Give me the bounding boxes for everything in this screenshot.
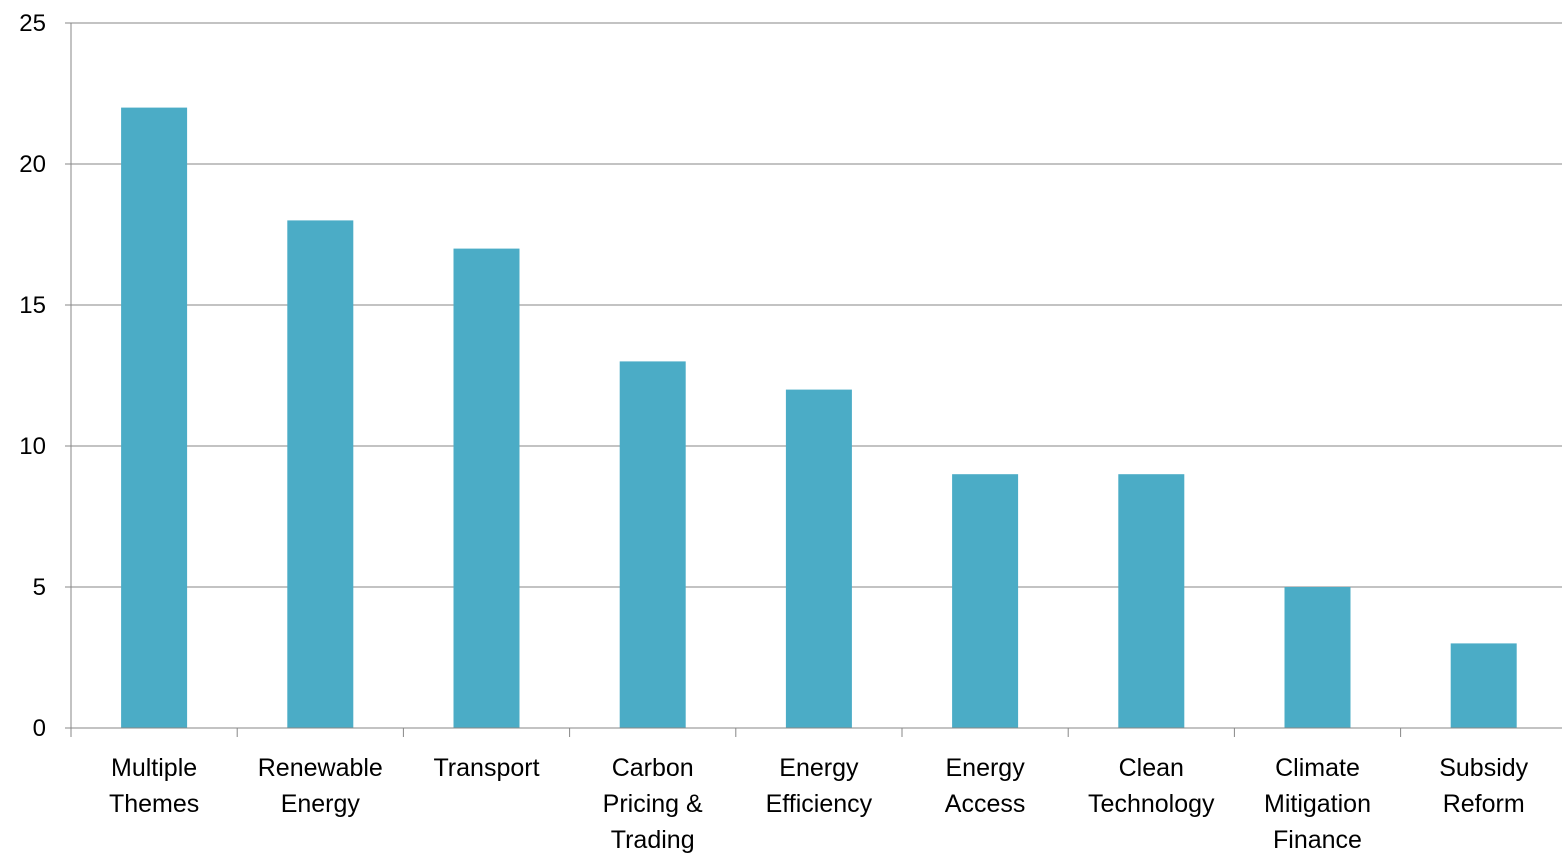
category-label-line: Access — [945, 790, 1026, 818]
category-label: Clean Technology — [1088, 754, 1215, 818]
category-label-line: Mitigation — [1264, 790, 1371, 818]
y-tick-label: 5 — [33, 574, 46, 601]
y-tick-label: 0 — [33, 715, 46, 742]
category-labels: Multiple Themes Renewable Energy Transport Ca… — [109, 754, 1529, 854]
bar — [952, 474, 1019, 728]
y-tick-label: 15 — [19, 292, 46, 319]
category-label: Carbon Pricing & Trading — [603, 754, 703, 854]
y-tick-label: 10 — [19, 433, 46, 460]
x-tick-marks — [70, 728, 1402, 737]
category-label-line: Multiple — [111, 754, 197, 782]
category-label: Multiple Themes — [109, 754, 199, 818]
category-label-line: Trading — [611, 826, 695, 854]
category-label-line: Energy — [779, 754, 859, 782]
category-label-line: Climate — [1275, 754, 1360, 782]
category-label-line: Pricing & — [603, 790, 703, 818]
axes — [70, 23, 1562, 729]
bar — [1284, 587, 1351, 728]
category-label-line: Transport — [433, 754, 539, 782]
category-label: Renewable Energy — [258, 754, 383, 818]
category-label-line: Carbon — [612, 754, 694, 782]
bar — [1450, 643, 1517, 728]
category-label-line: Technology — [1088, 790, 1215, 818]
bar — [619, 361, 686, 728]
bar — [1118, 474, 1185, 728]
category-label: Climate Mitigation Finance — [1264, 754, 1371, 854]
category-label: Energy Efficiency — [766, 754, 873, 818]
category-label-line: Finance — [1273, 826, 1362, 854]
bar — [453, 248, 520, 728]
y-tick-label: 20 — [19, 151, 46, 178]
category-label-line: Energy — [945, 754, 1025, 782]
bar — [785, 389, 852, 728]
y-tick-labels: 0 5 10 15 20 25 — [19, 10, 46, 742]
y-tick-label: 25 — [19, 10, 46, 37]
category-label-line: Energy — [281, 790, 361, 818]
bars — [121, 107, 1517, 729]
category-label-line: Renewable — [258, 754, 383, 782]
bar — [121, 107, 188, 729]
category-label: Subsidy Reform — [1439, 754, 1528, 818]
category-label: Transport — [433, 754, 539, 782]
category-label-line: Reform — [1443, 790, 1525, 818]
category-label-line: Clean — [1119, 754, 1184, 782]
bar — [287, 220, 354, 728]
category-label-line: Themes — [109, 790, 199, 818]
category-label-line: Subsidy — [1439, 754, 1528, 782]
category-label-line: Efficiency — [766, 790, 873, 818]
category-label: Energy Access — [945, 754, 1026, 818]
